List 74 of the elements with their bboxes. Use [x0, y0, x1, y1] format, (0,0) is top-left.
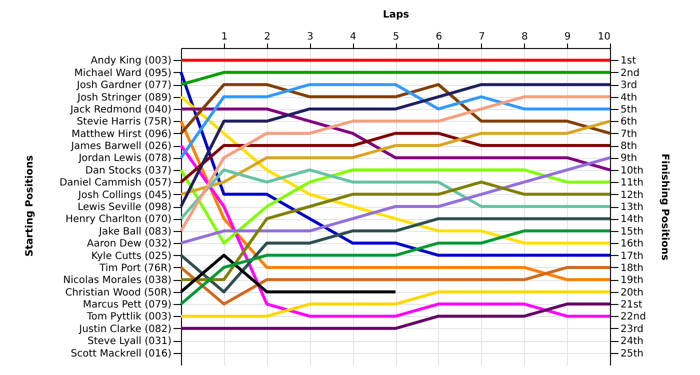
category-label: Dan Stocks (037)	[85, 165, 172, 176]
category-label: Henry Charlton (070)	[65, 214, 172, 226]
category-label: Steve Lyall (031)	[88, 336, 172, 348]
y2-axis-title: Finishing Positions	[658, 154, 670, 260]
category-label: Lewis Seville (098)	[78, 202, 172, 213]
category-label: Daniel Cammish (057)	[59, 178, 172, 189]
category-label: Josh Stringer (089)	[78, 92, 172, 104]
y2-tick-label: 10th	[620, 165, 644, 176]
y2-tick-label: 5th	[620, 104, 638, 116]
x-tick-label: 10	[598, 32, 610, 42]
line-series	[180, 83, 612, 135]
text: Starting Positions	[24, 155, 36, 257]
category-label: Jack Redmond (040)	[70, 104, 172, 116]
y2-tick-label: 2nd	[620, 68, 640, 79]
y2-tick-label: 13th	[620, 202, 644, 213]
y2-tick-label: 23rd	[620, 324, 644, 335]
x-tick-label: 9	[564, 32, 571, 42]
y2-tick-label: 3rd	[620, 80, 638, 92]
category-label: Michael Ward (095)	[74, 68, 172, 79]
y2-tick-label: 18th	[620, 262, 644, 274]
y2-tick-label: 22nd	[620, 312, 646, 323]
y2-tick-label: 6th	[620, 116, 638, 128]
category-label: Tom Pyttlik (003)	[86, 312, 172, 323]
y2-tick-label: 25th	[620, 348, 644, 360]
category-label: Kyle Cutts (025)	[91, 250, 172, 262]
y2-tick-label: 15th	[620, 226, 644, 238]
x-tick-label: 1	[221, 32, 228, 42]
y2-tick-label: 16th	[620, 238, 644, 250]
y2-tick-label: 14th	[620, 214, 644, 226]
line-series	[180, 168, 612, 220]
line-series	[180, 83, 612, 160]
y2-tick-label: 21st	[620, 300, 642, 311]
y2-tick-label: 24th	[620, 336, 644, 348]
category-label: Tim Port (76R)	[100, 262, 172, 274]
category-label: Aaron Dew (032)	[86, 238, 172, 250]
line-series	[180, 120, 612, 196]
category-label: Marcus Pett (079)	[82, 300, 172, 311]
category-label: Justin Clarke (082)	[79, 324, 172, 335]
y2-tick-label: 4th	[620, 92, 638, 104]
line-series	[180, 120, 612, 282]
y2-tick-label: 20th	[620, 287, 644, 298]
y2-tick-label: 19th	[620, 275, 644, 286]
x-tick-label: 6	[436, 32, 442, 42]
x-tick-label: 7	[478, 32, 485, 42]
line-series	[180, 83, 612, 208]
category-label: Andy King (003)	[90, 56, 172, 67]
category-label: Christian Wood (50R)	[65, 287, 172, 298]
line-series	[180, 107, 612, 172]
category-label: Josh Collings (045)	[78, 190, 172, 201]
x-tick-label: 5	[392, 32, 400, 42]
x-tick-label: 8	[522, 32, 528, 42]
line-series	[180, 180, 612, 282]
y2-tick-label: 12th	[620, 190, 644, 201]
x-tick-label: 3	[307, 32, 314, 42]
y2-tick-label: 9th	[620, 153, 638, 164]
category-label: Scott Mackrell (016)	[70, 348, 172, 360]
line-series	[180, 229, 612, 306]
category-label: Stevie Harris (75R)	[76, 116, 172, 128]
y2-tick-label: 17th	[620, 250, 644, 262]
category-label: Josh Gardner (077)	[76, 80, 172, 92]
y2-tick-label: 7th	[620, 128, 638, 140]
line-series	[180, 144, 612, 318]
x-axis-title: Laps	[382, 10, 410, 20]
y2-tick-label: 8th	[620, 141, 638, 152]
category-label: James Barwell (026)	[71, 141, 172, 152]
category-label: Nicolas Morales (038)	[63, 275, 172, 286]
line-series	[180, 217, 612, 294]
category-label: Matthew Hirst (096)	[71, 128, 172, 140]
y2-tick-label: 11th	[620, 178, 644, 189]
x-tick-label: 4	[350, 32, 356, 42]
x-tick-label: 2	[264, 32, 270, 42]
category-label: Jake Ball (083)	[99, 226, 172, 238]
y2-tick-label: 1st	[620, 56, 636, 67]
category-label: Jordan Lewis (078)	[78, 153, 172, 164]
